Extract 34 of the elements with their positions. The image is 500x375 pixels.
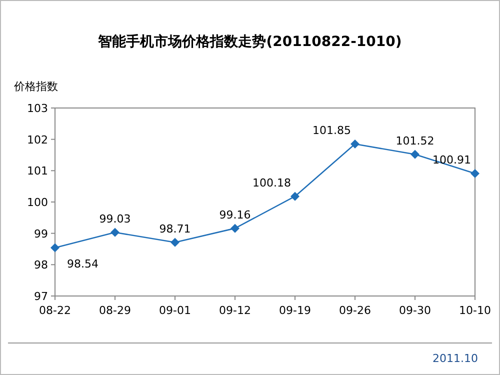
data-label: 99.16 (219, 208, 251, 222)
data-label: 100.91 (432, 153, 471, 166)
x-tick-label: 09-26 (339, 304, 371, 317)
point (170, 238, 180, 247)
y-tick-label: 99 (34, 227, 48, 240)
y-tick-label: 97 (34, 290, 48, 303)
data-label: 99.03 (99, 212, 131, 226)
y-tick-label: 98 (34, 258, 48, 272)
point (230, 224, 240, 233)
y-tick-label: 100 (27, 196, 48, 209)
x-tick-label: 09-01 (159, 304, 191, 317)
x-tick-label: 08-22 (39, 304, 71, 317)
x-tick-label: 08-29 (99, 304, 131, 317)
text: 2011.10 (432, 352, 478, 365)
data-label: 98.71 (159, 222, 191, 236)
y-tick-label: 102 (27, 133, 48, 146)
point (470, 168, 480, 178)
point (290, 192, 300, 201)
point (410, 150, 420, 159)
chart-title: 智能手机市场价格指数走势(20110822-1010) (97, 33, 402, 50)
x-tick-label: 09-30 (399, 304, 431, 317)
point (110, 228, 120, 237)
y-axis-title: 价格指数 (13, 80, 58, 93)
data-label: 100.18 (252, 176, 291, 190)
data-label: 98.54 (67, 258, 98, 271)
data-label: 101.85 (312, 124, 351, 138)
x-tick-label: 10-10 (459, 304, 491, 317)
y-tick-label: 103 (27, 102, 48, 115)
point (350, 140, 360, 149)
y-tick-label: 101 (27, 164, 48, 178)
x-tick-label: 09-19 (279, 304, 311, 317)
x-tick-label: 09-12 (219, 304, 251, 317)
point (50, 243, 60, 252)
data-label: 101.52 (396, 134, 434, 148)
